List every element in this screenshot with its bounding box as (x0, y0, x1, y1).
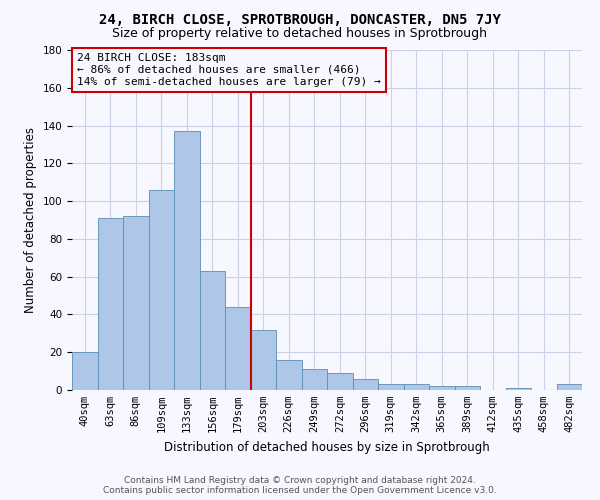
Bar (557, 384, 582, 390)
X-axis label: Distribution of detached houses by size in Sprotbrough: Distribution of detached houses by size … (164, 440, 490, 454)
Bar (72, 352, 97, 390)
Bar (404, 384, 429, 390)
Bar (123, 216, 149, 390)
Bar (505, 388, 531, 390)
Bar (97, 218, 123, 390)
Bar (199, 271, 225, 390)
Bar (327, 373, 353, 390)
Text: Contains HM Land Registry data © Crown copyright and database right 2024.
Contai: Contains HM Land Registry data © Crown c… (103, 476, 497, 495)
Bar (276, 360, 302, 390)
Text: Size of property relative to detached houses in Sprotbrough: Size of property relative to detached ho… (113, 28, 487, 40)
Bar (429, 386, 455, 390)
Text: 24 BIRCH CLOSE: 183sqm
← 86% of detached houses are smaller (466)
14% of semi-de: 24 BIRCH CLOSE: 183sqm ← 86% of detached… (77, 54, 381, 86)
Bar (174, 131, 199, 390)
Bar (455, 386, 480, 390)
Bar (353, 378, 378, 390)
Bar (302, 369, 327, 390)
Bar (225, 307, 251, 390)
Bar (378, 384, 404, 390)
Text: 24, BIRCH CLOSE, SPROTBROUGH, DONCASTER, DN5 7JY: 24, BIRCH CLOSE, SPROTBROUGH, DONCASTER,… (99, 12, 501, 26)
Y-axis label: Number of detached properties: Number of detached properties (24, 127, 37, 313)
Bar (149, 190, 174, 390)
Bar (251, 330, 276, 390)
